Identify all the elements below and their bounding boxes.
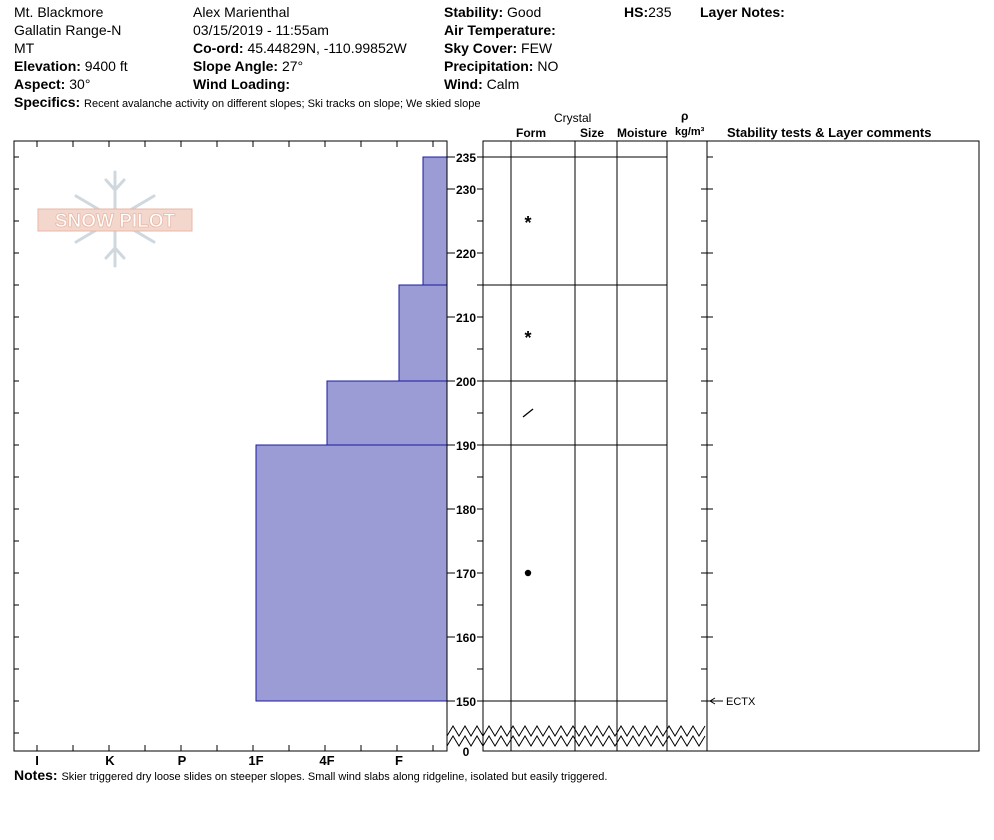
hardness-tick-label: K xyxy=(105,753,115,768)
wind-row: Wind: Calm xyxy=(444,76,519,92)
height-tick-label: 0 xyxy=(463,745,470,759)
precip-row: Precipitation: NO xyxy=(444,58,558,74)
axis-break-zigzag xyxy=(446,735,706,747)
round-grain-symbol xyxy=(524,569,532,577)
specifics-label: Specifics: xyxy=(14,94,81,110)
height-tick-label: 190 xyxy=(456,439,476,453)
aspect-value: 30° xyxy=(69,76,91,92)
crystal-table-frame xyxy=(482,140,708,752)
wind-loading-label: Wind Loading: xyxy=(193,76,291,92)
chart-labels: I K P 1F 4F F 0 150 160 170 180 190 200 210 220 230 235 xyxy=(35,151,476,768)
stability-comments-header: Stability tests & Layer comments xyxy=(727,125,932,140)
precip-label: Precipitation: xyxy=(444,58,534,74)
rho-header: ρ xyxy=(681,109,689,123)
test-arrow-icon xyxy=(709,697,716,705)
hardness-tick-label: 1F xyxy=(248,753,263,768)
comments-frame xyxy=(706,140,980,752)
new-snow-symbol: * xyxy=(524,213,531,233)
hardness-tick-label: I xyxy=(35,753,39,768)
sky-row: Sky Cover: FEW xyxy=(444,40,552,56)
slope-label: Slope Angle: xyxy=(193,58,279,74)
crystal-symbols: ** xyxy=(522,213,534,577)
axis-break-zigzag xyxy=(446,725,706,737)
stability-value: Good xyxy=(507,4,542,20)
range-name: Gallatin Range-N xyxy=(14,22,122,38)
chart-ticks xyxy=(14,141,713,751)
specifics-row: Specifics: Recent avalanche activity on … xyxy=(14,94,480,112)
hardness-bar-4 xyxy=(255,444,448,702)
location-name: Mt. Blackmore xyxy=(14,4,104,20)
notes-label: Notes: xyxy=(14,767,58,783)
crystal-header: Crystal xyxy=(554,111,592,125)
hardness-bar-3 xyxy=(326,380,448,446)
stability-test-label: ECTX xyxy=(726,696,756,708)
air-temp-label: Air Temperature: xyxy=(444,22,556,38)
hardness-frame xyxy=(13,140,448,752)
aspect-row: Aspect: 30° xyxy=(14,76,90,92)
hardness-bar-2 xyxy=(398,284,448,382)
specifics-value: Recent avalanche activity on different s… xyxy=(84,98,481,110)
slope-value: 27° xyxy=(281,58,304,74)
density-unit-header: kg/m³ xyxy=(675,126,705,138)
state-name: MT xyxy=(14,40,35,56)
height-tick-label: 160 xyxy=(456,631,476,645)
hs-row: HS:235 xyxy=(624,4,671,20)
logo-text: SNOW PILOT xyxy=(55,211,176,232)
stability-label: Stability: xyxy=(444,4,504,20)
observation-datetime: 03/15/2019 - 11:55am xyxy=(193,22,329,38)
decomposing-symbol xyxy=(522,408,534,418)
stability-row: Stability: Good xyxy=(444,4,541,20)
wind-value: Calm xyxy=(486,76,520,92)
sky-label: Sky Cover: xyxy=(444,40,518,56)
size-header: Size xyxy=(580,126,605,140)
hardness-tick-label: 4F xyxy=(319,753,334,768)
height-tick-label: 200 xyxy=(456,375,476,389)
notes-row: Notes: Skier triggered dry loose slides … xyxy=(14,767,607,785)
new-snow-symbol: * xyxy=(524,328,531,348)
elevation-row: Elevation: 9400 ft xyxy=(14,58,128,74)
form-header: Form xyxy=(516,126,546,140)
notes-value: Skier triggered dry loose slides on stee… xyxy=(61,771,608,783)
sky-value: FEW xyxy=(521,40,553,56)
hs-value: 235 xyxy=(648,4,672,20)
coord-row: Co-ord: 45.44829N, -110.99852W xyxy=(193,40,407,56)
height-tick-label: 180 xyxy=(456,503,476,517)
snowpilot-logo: SNOW PILOT xyxy=(37,170,193,268)
logo-banner xyxy=(37,208,193,232)
elevation-value: 9400 ft xyxy=(84,58,128,74)
hardness-profile xyxy=(255,156,448,702)
observer-name: Alex Marienthal xyxy=(193,4,290,20)
moisture-header: Moisture xyxy=(617,126,668,140)
coord-value: 45.44829N, -110.99852W xyxy=(247,40,407,56)
height-tick-label: 150 xyxy=(456,695,476,709)
precip-value: NO xyxy=(537,58,559,74)
wind-label: Wind: xyxy=(444,76,483,92)
height-tick-label: 170 xyxy=(456,567,476,581)
elevation-label: Elevation: xyxy=(14,58,81,74)
coord-label: Co-ord: xyxy=(193,40,244,56)
wind-loading-row: Wind Loading: xyxy=(193,76,290,92)
slope-row: Slope Angle: 27° xyxy=(193,58,303,74)
hs-label: HS: xyxy=(624,4,649,20)
hardness-bar-1 xyxy=(422,156,448,286)
stability-tests: ECTX xyxy=(709,696,756,708)
hardness-tick-label: F xyxy=(395,753,403,768)
height-tick-label: 220 xyxy=(456,247,476,261)
chart-frames xyxy=(13,140,980,752)
height-tick-label: 230 xyxy=(456,183,476,197)
height-tick-label: 235 xyxy=(456,151,476,165)
height-tick-label: 210 xyxy=(456,311,476,325)
aspect-label: Aspect: xyxy=(14,76,66,92)
layer-notes-label: Layer Notes: xyxy=(700,4,785,20)
air-temp-row: Air Temperature: xyxy=(444,22,556,38)
hardness-tick-label: P xyxy=(178,753,187,768)
